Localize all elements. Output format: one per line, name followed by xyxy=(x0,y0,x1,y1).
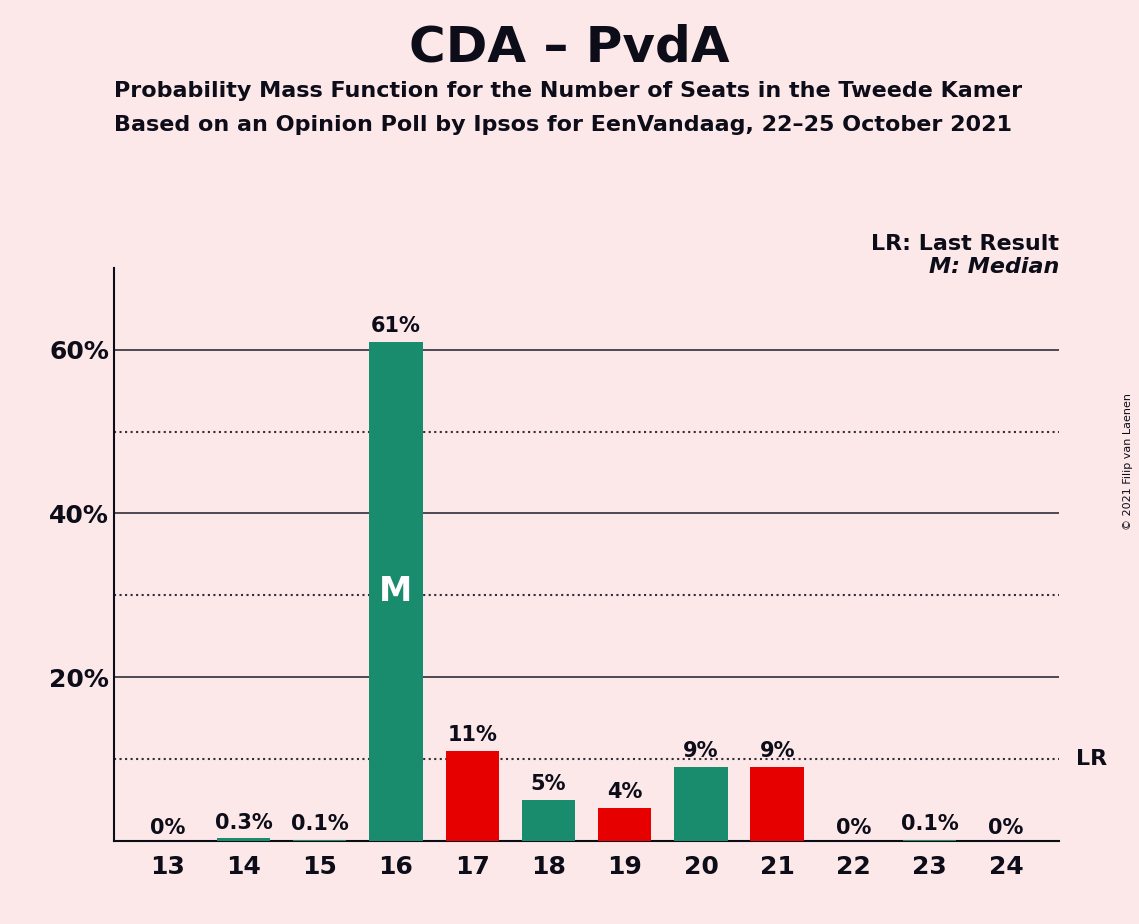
Bar xyxy=(216,838,270,841)
Text: M: Median: M: Median xyxy=(929,257,1059,277)
Text: LR: LR xyxy=(1076,749,1107,769)
Text: 0%: 0% xyxy=(836,818,871,837)
Text: 0.1%: 0.1% xyxy=(901,814,959,834)
Text: Probability Mass Function for the Number of Seats in the Tweede Kamer: Probability Mass Function for the Number… xyxy=(114,81,1022,102)
Text: Based on an Opinion Poll by Ipsos for EenVandaag, 22–25 October 2021: Based on an Opinion Poll by Ipsos for Ee… xyxy=(114,115,1011,135)
Text: 9%: 9% xyxy=(760,741,795,761)
Text: M: M xyxy=(379,575,412,608)
Text: © 2021 Filip van Laenen: © 2021 Filip van Laenen xyxy=(1123,394,1133,530)
Bar xyxy=(522,800,575,841)
Text: 0.1%: 0.1% xyxy=(290,814,349,834)
Text: 9%: 9% xyxy=(683,741,719,761)
Text: 0%: 0% xyxy=(989,818,1024,837)
Bar xyxy=(598,808,652,841)
Bar xyxy=(751,767,804,841)
Text: CDA – PvdA: CDA – PvdA xyxy=(409,23,730,71)
Text: 61%: 61% xyxy=(371,316,421,336)
Text: 0%: 0% xyxy=(149,818,185,837)
Bar xyxy=(674,767,728,841)
Bar xyxy=(369,342,423,841)
Text: 5%: 5% xyxy=(531,774,566,795)
Bar xyxy=(445,751,499,841)
Text: 11%: 11% xyxy=(448,725,497,745)
Text: 0.3%: 0.3% xyxy=(214,812,272,833)
Text: 4%: 4% xyxy=(607,783,642,802)
Text: LR: Last Result: LR: Last Result xyxy=(871,234,1059,254)
